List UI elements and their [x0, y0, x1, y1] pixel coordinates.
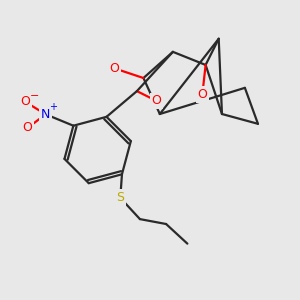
Text: N: N — [41, 108, 50, 121]
Text: O: O — [152, 94, 161, 107]
Text: S: S — [116, 191, 124, 204]
Text: +: + — [49, 102, 57, 112]
Text: O: O — [197, 88, 207, 101]
Text: −: − — [30, 91, 39, 101]
Text: O: O — [109, 62, 119, 75]
Text: O: O — [22, 122, 32, 134]
Text: O: O — [20, 95, 30, 108]
